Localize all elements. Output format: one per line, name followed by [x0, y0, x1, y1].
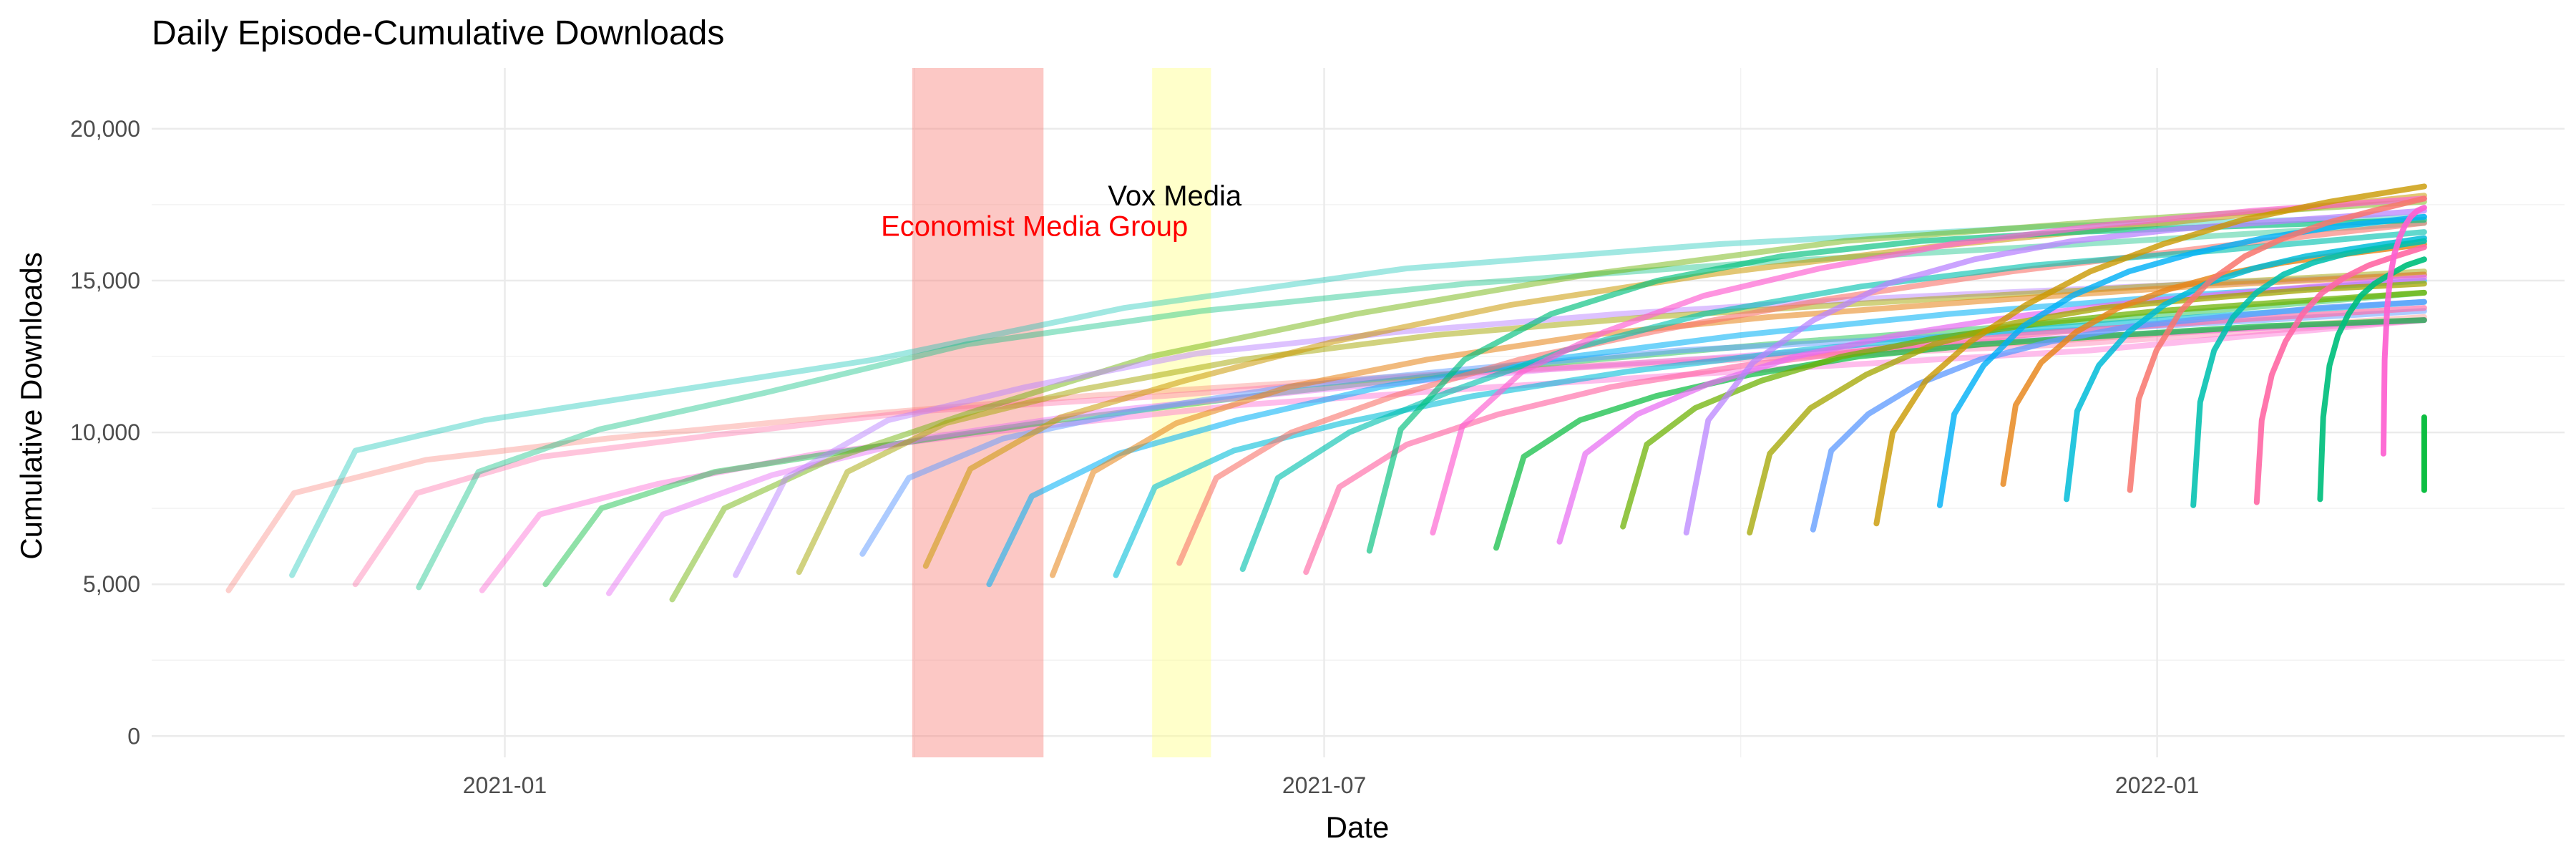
series-line-34 — [2317, 256, 2427, 503]
series-line-15 — [1113, 299, 2427, 578]
series-line-4 — [416, 220, 2427, 591]
x-axis-title: Date — [1326, 810, 1390, 844]
series-line-35 — [2380, 205, 2427, 457]
series-line-23 — [1620, 289, 2427, 530]
series-line-33 — [2253, 244, 2427, 505]
series-line-26 — [1810, 299, 2427, 533]
series-line-27 — [1873, 183, 2427, 527]
y-tick-label: 0 — [127, 723, 140, 749]
y-tick-label: 20,000 — [70, 116, 140, 142]
series-line-28 — [1936, 213, 2427, 508]
x-tick-label: 2021-07 — [1282, 772, 1366, 798]
y-tick-label: 10,000 — [70, 419, 140, 445]
y-axis-title: Cumulative Downloads — [14, 252, 48, 560]
y-axis-ticks: 0 5,000 10,000 15,000 20,000 — [70, 116, 140, 749]
x-axis-ticks: 2021-01 2021-07 2022-01 — [463, 772, 2200, 798]
annotation-0: Vox Media — [1108, 180, 1242, 212]
series-line-30 — [2064, 235, 2427, 503]
grid — [152, 68, 2565, 757]
series-line-2 — [289, 213, 2427, 578]
x-tick-label: 2021-01 — [463, 772, 547, 798]
series-line-24 — [1683, 208, 2427, 536]
series-line-5 — [479, 317, 2427, 593]
y-tick-label: 5,000 — [83, 571, 140, 597]
chart-title: Daily Episode-Cumulative Downloads — [152, 14, 724, 52]
annotation-1: Economist Media Group — [881, 211, 1188, 243]
series-line-8 — [669, 198, 2427, 603]
series-lines — [225, 183, 2427, 603]
series-line-29 — [2000, 241, 2427, 487]
series-line-20 — [1430, 195, 2427, 536]
y-tick-label: 15,000 — [70, 268, 140, 293]
x-tick-label: 2022-01 — [2115, 772, 2199, 798]
series-line-10 — [796, 268, 2427, 576]
series-line-31 — [2127, 195, 2427, 493]
series-line-32 — [2190, 238, 2427, 508]
